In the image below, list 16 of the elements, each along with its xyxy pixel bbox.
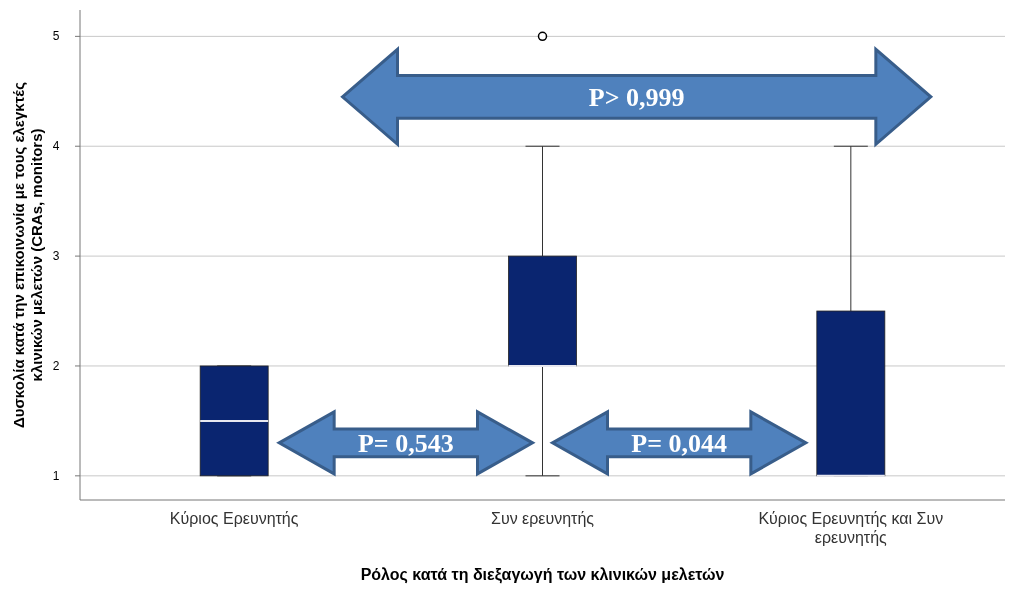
annotation: P= 0,044 bbox=[631, 428, 728, 458]
y-tick-label: 5 bbox=[52, 29, 60, 44]
annotation: P> 0,999 bbox=[588, 82, 685, 112]
annotation: P= 0,543 bbox=[357, 428, 454, 458]
x-tick-label: Κύριος Ερευνητής και Συν ερευνητής bbox=[758, 510, 944, 546]
x-tick-label: Κύριος Ερευνητής bbox=[169, 510, 299, 527]
x-axis-title: Ρόλος κατά τη διεξαγωγή των κλινικών μελετών bbox=[360, 566, 725, 584]
double-arrow: P= 0,044 bbox=[549, 409, 809, 477]
double-arrow: P> 0,999 bbox=[340, 46, 934, 148]
y-axis-title: Δυσκολία κατά την επικοινωνία με τους ελεγκτές κλινικών μελετών (CRAs, monitors) bbox=[10, 81, 45, 428]
y-tick-label: 2 bbox=[52, 358, 60, 373]
x-tick-label: Συν ερευνητής bbox=[490, 510, 595, 527]
double-arrow: P= 0,543 bbox=[276, 409, 536, 477]
y-tick-label: 4 bbox=[52, 139, 60, 154]
y-tick-label: 3 bbox=[52, 249, 60, 264]
y-tick-label: 1 bbox=[52, 468, 60, 483]
